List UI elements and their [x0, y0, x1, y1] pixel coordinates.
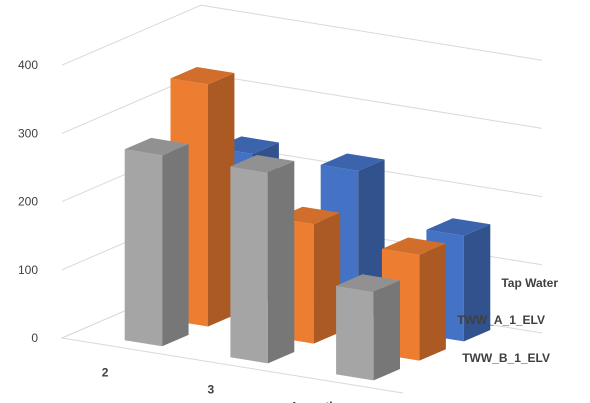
bar-tww-b-1-elv-2	[336, 274, 400, 381]
bar-top-face	[336, 274, 400, 292]
bar-side-face	[162, 144, 189, 347]
category-label: 3	[208, 382, 215, 396]
gridline	[61, 72, 543, 134]
category-label: 4 months	[290, 399, 344, 403]
bar-top-face	[124, 137, 189, 156]
y-tick-label: 0	[31, 331, 38, 345]
bar-side-face	[419, 243, 446, 361]
bar-top-face	[381, 237, 446, 255]
bar-tww-b-1-elv-1	[230, 155, 295, 364]
bar-side-face	[313, 212, 341, 344]
bar-top-face	[320, 153, 385, 171]
bar-tww-b-1-elv-0	[124, 137, 189, 347]
bar-top-face	[170, 67, 235, 85]
bar-side-face	[463, 224, 491, 342]
bars	[124, 67, 491, 381]
y-axis-ticks: 0 100 200 300 400	[18, 58, 38, 345]
bar-top-face	[426, 218, 491, 236]
y-tick-label: 400	[18, 58, 38, 72]
x-axis-categories: 2 3 4 months	[102, 365, 344, 403]
gridline	[61, 4, 543, 66]
series-label: Tap Water	[501, 276, 558, 290]
series-label: TWW_B_1_ELV	[462, 351, 550, 365]
bar-top-face	[230, 155, 295, 173]
bar-side-face	[208, 73, 235, 327]
y-tick-label: 300	[18, 126, 38, 140]
bar-front-face	[124, 149, 163, 347]
y-tick-label: 100	[18, 263, 38, 277]
y-tick-label: 200	[18, 195, 38, 209]
series-label: TWW_A_1_ELV	[457, 313, 545, 327]
bar-front-face	[336, 285, 374, 381]
bar-side-face	[373, 280, 400, 381]
bar-side-face	[267, 161, 295, 364]
series-axis-labels: Tap Water TWW_A_1_ELV TWW_B_1_ELV	[457, 276, 558, 365]
bar-front-face	[230, 166, 268, 364]
category-label: 2	[102, 365, 109, 379]
